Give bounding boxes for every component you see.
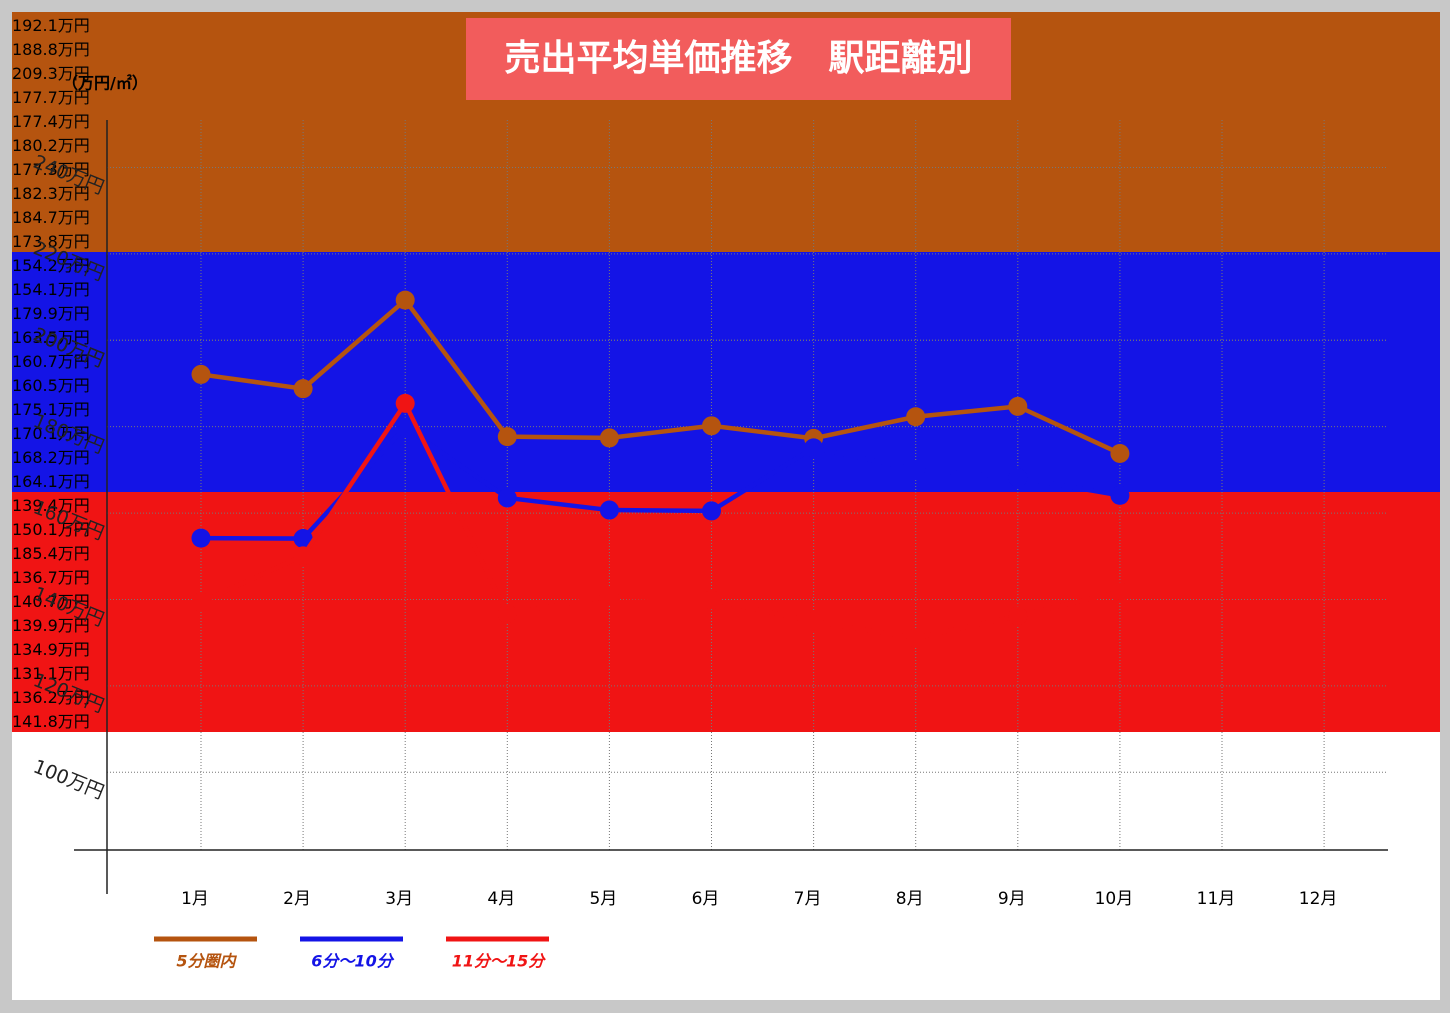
value-label: 131.1万円 [12, 660, 1440, 684]
x-tick-label: 12月 [1299, 889, 1338, 909]
value-label: 184.7万円 [12, 204, 1440, 228]
value-label: 136.7万円 [12, 564, 1440, 588]
value-label: 168.2万円 [12, 444, 1440, 468]
data-point [702, 501, 721, 521]
data-point [1008, 396, 1028, 416]
data-point [1110, 443, 1130, 463]
x-tick-label: 4月 [487, 889, 515, 909]
value-label: 177.4万円 [12, 108, 1440, 132]
chart-title: 売出平均単価推移 駅距離別 [466, 18, 1011, 100]
x-tick-label: 8月 [896, 889, 924, 909]
value-label: 160.7万円 [12, 348, 1440, 372]
y-tick-label: 120万円 [30, 669, 107, 717]
value-label: 175.1万円 [12, 396, 1440, 420]
y-tick-label: 160万円 [30, 496, 107, 544]
y-tick-label: 240万円 [30, 151, 107, 199]
series-line [200, 398, 1121, 641]
y-axis-label: （万円/㎡） [62, 74, 148, 93]
value-label: 185.4万円 [12, 540, 1440, 564]
y-tick-label: 140万円 [30, 583, 107, 631]
x-tick-label: 1月 [181, 889, 209, 909]
data-point [906, 628, 926, 648]
y-tick-label: 220万円 [30, 237, 107, 285]
value-label: 154.2万円 [12, 252, 1440, 276]
data-point [497, 488, 517, 508]
data-point [395, 290, 415, 310]
data-point [599, 428, 619, 448]
value-label: 150.1万円 [12, 516, 1440, 540]
data-point [191, 364, 211, 384]
x-tick-label: 7月 [794, 889, 822, 909]
y-tick-label: 200万円 [30, 324, 107, 372]
value-label: 154.1万円 [12, 276, 1440, 300]
x-tick-label: 3月 [385, 889, 413, 909]
legend-label: 11分～15分 [452, 952, 547, 971]
data-point [1008, 468, 1028, 488]
data-point [906, 407, 926, 427]
value-label: 170.1万円 [12, 420, 1440, 444]
plot: （万円/㎡）240万円220万円200万円200万円180万円160万円140万… [30, 74, 1388, 971]
data-point [599, 500, 619, 520]
data-point [191, 528, 211, 548]
legend-label: 6分～10分 [311, 952, 394, 971]
series-line [200, 296, 1121, 456]
data-point [804, 611, 824, 631]
x-tick-label: 10月 [1095, 889, 1134, 909]
x-tick-label: 11月 [1197, 889, 1236, 909]
value-label: 173.8万円 [12, 228, 1440, 252]
data-point [191, 592, 211, 612]
x-tick-label: 5月 [589, 889, 617, 909]
value-label: 182.3万円 [12, 180, 1440, 204]
chart: （万円/㎡） 240万円 220万円 200万円 200万円 180万円 160万円 140万… [12, 12, 1440, 1000]
data-point [599, 586, 619, 606]
y-tick-label: 180万円 [30, 410, 107, 458]
data-point [293, 529, 313, 549]
data-point [702, 416, 721, 436]
value-label: 180.2万円 [12, 132, 1440, 156]
data-point [497, 604, 517, 624]
x-tick-label: 2月 [283, 889, 311, 909]
value-label: 139.9万円 [12, 612, 1440, 636]
x-tick-label: 6月 [692, 889, 720, 909]
data-point [497, 427, 517, 447]
data-point [702, 590, 721, 610]
value-label: 179.9万円 [12, 300, 1440, 324]
value-label: 140.7万円 [12, 588, 1440, 612]
value-label: 136.2万円 [12, 684, 1440, 708]
data-point [293, 379, 313, 399]
data-point [804, 438, 824, 458]
data-point [395, 417, 415, 437]
value-label: 134.9万円 [12, 636, 1440, 660]
legend-label: 5分圏内 [176, 952, 237, 971]
value-label: 163.5万円 [12, 324, 1440, 348]
x-tick-label: 9月 [998, 889, 1026, 909]
data-point [293, 546, 313, 566]
series-line [200, 424, 1121, 541]
data-point [1110, 485, 1130, 505]
value-label: 141.8万円 [12, 708, 1440, 732]
data-point [906, 459, 926, 479]
value-label: 164.1万円 [12, 468, 1440, 492]
data-point [1110, 582, 1130, 602]
y-tick-label: 100万円 [30, 756, 107, 804]
data-point [1008, 606, 1028, 626]
value-label: 160.5万円 [12, 372, 1440, 396]
data-point [395, 393, 415, 413]
